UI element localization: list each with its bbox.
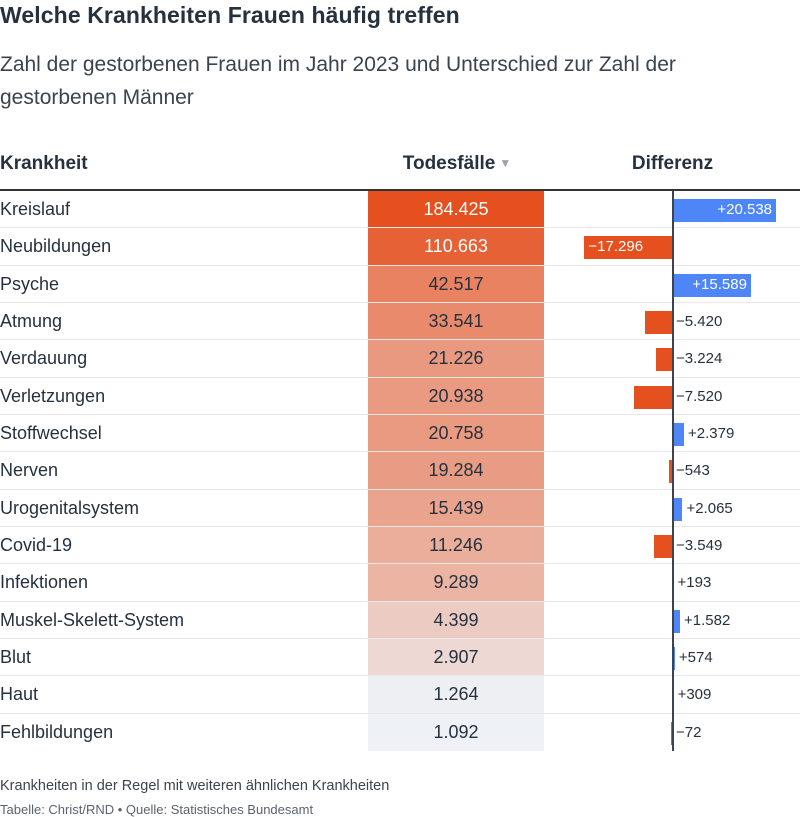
table-row: Psyche 42.517 +15.589 [0, 265, 800, 303]
row-deaths-value: 11.246 [368, 526, 544, 564]
row-diff-bar [584, 236, 672, 260]
table-row: Verletzungen 20.938 −7.520 [0, 377, 800, 415]
row-diff-label: −17.296 [588, 238, 644, 256]
row-diff-label: +2.065 [686, 499, 733, 517]
row-diff-bar [633, 385, 672, 409]
row-diff-bar [672, 273, 751, 297]
footnote: Krankheiten in der Regel mit weiteren äh… [0, 778, 390, 794]
row-deaths-value: 20.758 [368, 414, 544, 452]
source-line: Tabelle: Christ/RND • Quelle: Statistisc… [0, 802, 314, 817]
row-deaths-value: 15.439 [368, 489, 544, 526]
row-deaths-value: 42.517 [368, 265, 544, 302]
row-disease-name: Kreislauf [0, 199, 71, 219]
row-diff-bar [672, 497, 683, 521]
row-diff-label: +1.582 [684, 611, 731, 629]
table-row: Haut 1.264 +309 [0, 676, 800, 714]
table-row: Covid-19 11.246 −3.549 [0, 526, 800, 565]
row-deaths-value: 21.226 [368, 340, 544, 377]
table-body: Kreislauf 184.425 +20.538 Neubildungen 110.6… [0, 191, 800, 751]
row-diff-label: −543 [676, 462, 710, 480]
table-row: Neubildungen 110.663 −17.296 [0, 228, 800, 266]
row-deaths-value: 184.425 [368, 191, 544, 228]
row-diff-label: −5.420 [676, 312, 723, 330]
row-deaths-value: 33.541 [368, 302, 544, 340]
table-row: Urogenitalsystem 15.439 +2.065 [0, 489, 800, 527]
row-diff-label: +15.589 [692, 275, 747, 293]
row-diff-bar [654, 534, 672, 558]
table-row: Fehlbildungen 1.092 −72 [0, 713, 800, 751]
row-disease-name: Covid-19 [0, 534, 73, 555]
diff-zero-axis [672, 191, 674, 751]
column-header-differenz[interactable]: Differenz [631, 153, 714, 174]
row-diff-bar [644, 310, 672, 334]
row-disease-name: Verletzungen [0, 385, 106, 406]
table-row: Blut 2.907 +574 [0, 638, 800, 677]
column-header-krankheit[interactable]: Krankheit [0, 153, 88, 174]
table-row: Infektionen 9.289 +193 [0, 564, 800, 602]
row-deaths-value: 2.907 [368, 638, 544, 676]
sort-descending-icon[interactable]: ▼ [499, 156, 512, 170]
row-diff-bar [672, 609, 680, 633]
row-deaths-value: 19.284 [368, 452, 544, 489]
row-diff-label: +309 [677, 686, 712, 704]
row-disease-name: Neubildungen [0, 236, 112, 257]
chart-subtitle: Zahl der gestorbenen Frauen im Jahr 2023… [0, 53, 676, 109]
row-diff-label: −3.224 [676, 350, 723, 368]
row-diff-label: −3.549 [676, 536, 723, 554]
row-disease-name: Atmung [0, 310, 63, 331]
row-diff-bar [672, 199, 776, 222]
row-diff-label: +20.538 [717, 201, 772, 218]
row-disease-name: Muskel-Skelett-System [0, 609, 185, 630]
row-deaths-value: 1.264 [368, 676, 544, 713]
row-deaths-value: 110.663 [368, 228, 544, 265]
row-diff-label: +574 [678, 648, 713, 666]
row-disease-name: Infektionen [0, 572, 89, 593]
table-row: Stoffwechsel 20.758 +2.379 [0, 414, 800, 453]
chart-title: Welche Krankheiten Frauen häufig treffen [0, 2, 460, 28]
row-disease-name: Haut [0, 684, 39, 705]
column-header-todesfaelle[interactable]: Todesfälle ▼ [370, 153, 544, 175]
row-diff-label: −72 [676, 723, 702, 741]
column-header-todesfaelle-label: Todesfälle [402, 153, 496, 174]
row-disease-name: Fehlbildungen [0, 721, 114, 742]
row-diff-bar [672, 422, 685, 446]
row-deaths-value: 1.092 [368, 713, 544, 751]
table-row: Muskel-Skelett-System 4.399 +1.582 [0, 601, 800, 639]
table-row: Nerven 19.284 −543 [0, 452, 800, 490]
row-diff-bar [670, 721, 672, 745]
row-diff-bar [655, 348, 672, 372]
row-diff-bar [669, 460, 672, 484]
row-disease-name: Nerven [0, 460, 59, 481]
row-disease-name: Blut [0, 646, 32, 667]
row-disease-name: Verdauung [0, 348, 88, 369]
header-divider [0, 189, 800, 191]
row-deaths-value: 9.289 [368, 564, 544, 601]
row-diff-label: +2.379 [688, 424, 735, 442]
row-deaths-value: 4.399 [368, 601, 544, 638]
row-diff-label: −7.520 [676, 387, 723, 405]
row-diff-label: +193 [677, 574, 712, 592]
table-row: Kreislauf 184.425 +20.538 [0, 191, 800, 229]
table-row: Verdauung 21.226 −3.224 [0, 340, 800, 378]
row-disease-name: Psyche [0, 273, 60, 294]
row-disease-name: Urogenitalsystem [0, 497, 140, 518]
table-row: Atmung 33.541 −5.420 [0, 302, 800, 341]
row-deaths-value: 20.938 [368, 377, 544, 414]
row-disease-name: Stoffwechsel [0, 422, 102, 443]
